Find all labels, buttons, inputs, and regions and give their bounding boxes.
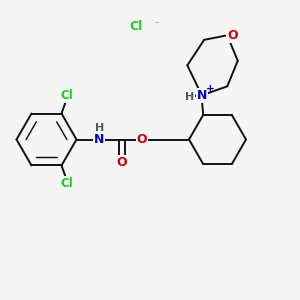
Text: N: N <box>196 89 207 102</box>
Text: Cl: Cl <box>61 89 73 102</box>
Text: O: O <box>227 29 238 42</box>
Text: Cl: Cl <box>61 177 73 190</box>
Text: N: N <box>94 133 104 146</box>
Text: O: O <box>116 155 127 169</box>
Text: O: O <box>136 133 147 146</box>
Text: Cl: Cl <box>130 20 143 34</box>
Text: ⁻: ⁻ <box>153 20 159 31</box>
Text: H: H <box>95 123 104 133</box>
Text: +: + <box>206 84 214 94</box>
Text: H: H <box>184 92 194 102</box>
